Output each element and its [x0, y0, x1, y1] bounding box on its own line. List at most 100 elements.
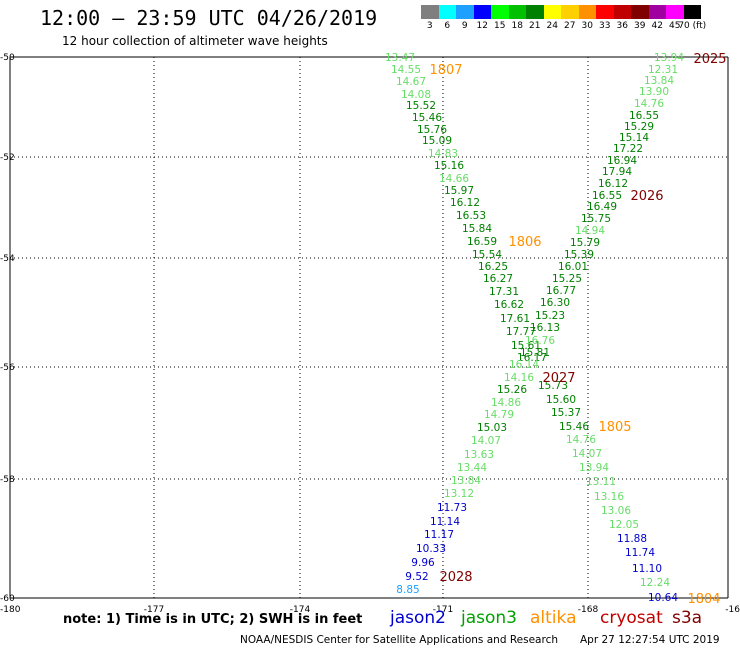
wave-height-value: 14.66: [439, 173, 469, 185]
legend-label: 6: [444, 21, 451, 31]
wave-height-value: 16.94: [607, 155, 637, 167]
lat-tick-label: -60: [0, 594, 15, 604]
wave-height-value: 14.76: [634, 98, 664, 110]
pass-time-label: 1804: [687, 592, 720, 607]
legend-swatch: [438, 5, 456, 19]
legend-label: 45: [669, 21, 681, 31]
legend-bin: 33: [596, 5, 614, 31]
wave-height-value: 14.07: [471, 435, 501, 447]
wave-height-value: 15.03: [477, 422, 507, 434]
wave-height-value: 15.37: [551, 407, 581, 419]
wave-height-value: 13.90: [639, 86, 669, 98]
wave-height-value: 15.75: [581, 213, 611, 225]
legend-label: 18: [511, 21, 523, 31]
legend-swatch: [613, 5, 631, 19]
legend-label: 36: [616, 21, 628, 31]
satellite-label-cryosat: cryosat: [600, 608, 663, 628]
legend-label: 24: [546, 21, 558, 31]
legend-bin: 3: [421, 5, 439, 31]
wave-height-value: 14.55: [391, 64, 421, 76]
legend-bin: 15: [491, 5, 509, 31]
wave-height-value: 16.14: [509, 359, 539, 371]
legend-bin: 42: [648, 5, 666, 31]
legend-bin: 24: [543, 5, 561, 31]
lon-tick-label: -174: [290, 605, 311, 615]
wave-height-value: 11.74: [625, 547, 655, 559]
pass-time-label: 1806: [508, 235, 541, 250]
wave-height-value: 15.09: [422, 135, 452, 147]
legend-label: 9: [461, 21, 468, 31]
wave-height-value: 14.79: [484, 409, 514, 421]
legend-label: 15: [494, 21, 506, 31]
legend-bin: 9: [456, 5, 474, 31]
legend-swatch: [526, 5, 544, 19]
wave-height-value: 16.77: [546, 285, 576, 297]
pass-time-label: 2027: [542, 371, 575, 386]
wave-height-value: 16.55: [629, 110, 659, 122]
legend-swatch: [473, 5, 491, 19]
wave-height-observations: 13.4714.5514.6714.0815.5215.4615.7615.09…: [385, 52, 684, 604]
legend-label: 27: [564, 21, 576, 31]
wave-height-value: 9.52: [405, 571, 428, 583]
legend-bin: 30: [578, 5, 596, 31]
wave-height-value: 16.53: [456, 210, 486, 222]
pass-time-label: 2028: [439, 570, 472, 585]
wave-height-value: 13.94: [654, 52, 684, 64]
wave-height-value: 14.86: [491, 397, 521, 409]
wave-height-value: 12.31: [648, 64, 678, 76]
wave-height-value: 15.16: [434, 160, 464, 172]
legend-swatch: [491, 5, 509, 19]
pass-time-label: 1805: [598, 420, 631, 435]
legend-swatch: [543, 5, 561, 19]
legend-bin: 6: [438, 5, 456, 31]
lon-tick-label: -171: [433, 605, 453, 615]
wave-height-value: 13.44: [457, 462, 487, 474]
satellite-label-jason3: jason3: [461, 608, 517, 628]
wave-height-value: 13.11: [586, 476, 616, 488]
legend-swatch: [456, 5, 474, 19]
satellite-label-jason2: jason2: [390, 608, 446, 628]
lon-tick-label: -177: [144, 605, 164, 615]
wave-height-value: 15.25: [552, 273, 582, 285]
legend-bin: 36: [613, 5, 631, 31]
legend-bin: 21: [526, 5, 544, 31]
axis-tick-labels: -180 -177 -174 -171 -168 -16 -50 -52 -54 -56 -58 -6…: [0, 53, 740, 615]
lat-tick-label: -56: [0, 363, 15, 373]
legend-label: 12: [476, 21, 488, 31]
wave-height-value: 12.24: [640, 577, 670, 589]
legend-bin: 70 (ft): [678, 5, 706, 31]
wave-height-value: 11.88: [617, 533, 647, 545]
wave-height-value: 14.76: [566, 434, 596, 446]
map-subtitle: 12 hour collection of altimeter wave hei…: [62, 34, 328, 48]
wave-height-value: 14.67: [396, 76, 426, 88]
wave-height-value: 10.33: [416, 543, 446, 555]
wave-height-value: 15.39: [564, 249, 594, 261]
wave-height-value: 11.17: [424, 529, 454, 541]
wave-height-value: 16.59: [467, 236, 497, 248]
legend-label: 33: [599, 21, 611, 31]
wave-height-value: 13.84: [451, 475, 481, 487]
legend-label: 21: [529, 21, 541, 31]
legend-swatch: [508, 5, 526, 19]
legend-swatch: [561, 5, 579, 19]
wave-height-value: 13.06: [601, 505, 631, 517]
wave-height-value: 13.47: [385, 52, 415, 64]
wave-height-value: 17.77: [506, 326, 536, 338]
wave-height-value: 14.08: [401, 89, 431, 101]
wave-height-value: 14.16: [504, 372, 534, 384]
wave-height-value: 15.81: [520, 347, 550, 359]
wave-height-value: 16.12: [598, 178, 628, 190]
legend-label: 42: [651, 21, 663, 31]
wave-height-value: 15.29: [624, 121, 654, 133]
legend-swatch: [631, 5, 649, 19]
pass-time-label: 2025: [693, 52, 726, 67]
color-legend: 3 6 9 12 15 18 21 24 27 30 33 36 39 42 45 70 (ft): [421, 5, 706, 31]
pass-time-label: 1807: [429, 63, 462, 78]
wave-height-value: 15.23: [535, 310, 565, 322]
legend-label: 3: [426, 21, 433, 31]
legend-swatch: [578, 5, 596, 19]
wave-height-value: 15.73: [538, 380, 568, 392]
legend-label: 30: [581, 21, 593, 31]
legend-bin: 27: [561, 5, 579, 31]
